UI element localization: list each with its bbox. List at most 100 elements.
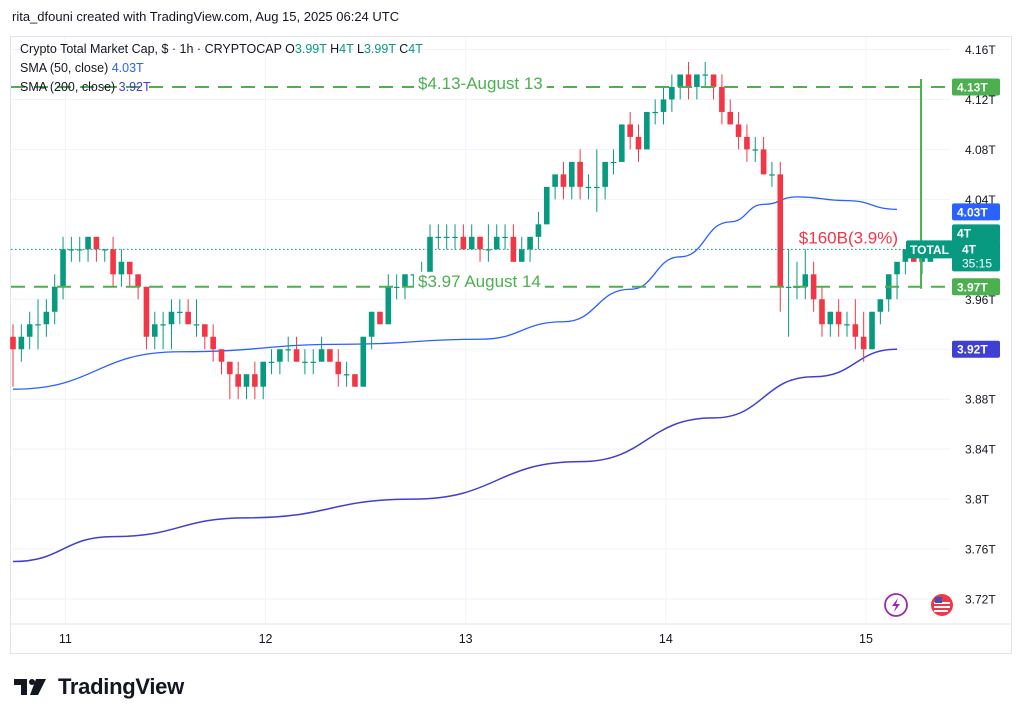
legend-sma50-row[interactable]: SMA (50, close) 4.03T (20, 59, 423, 78)
symbol-title: Crypto Total Market Cap, $ · 1h · CRYPTO… (20, 42, 282, 56)
candle-down (126, 261, 133, 275)
close-value: 4T (408, 42, 423, 56)
high-value: 4T (339, 42, 354, 56)
candle-up (35, 324, 41, 326)
lightning-icon[interactable] (884, 593, 908, 617)
candle-up (85, 236, 91, 250)
level-badge-high-bg (952, 78, 1000, 96)
candle-up (518, 249, 525, 262)
candle-up (493, 236, 500, 250)
sma200-badge-bg (952, 340, 1000, 358)
candle-up (410, 274, 417, 276)
candle-down (777, 174, 784, 287)
open-value: 3.99T (294, 42, 327, 56)
x-tick-label: 15 (859, 632, 873, 646)
measure-label: $160B(3.9%) (799, 228, 898, 247)
candle-up (552, 174, 558, 187)
y-tick-label: 3.96T (965, 293, 996, 307)
candle-down (185, 311, 191, 325)
sma50-value: 4.03T (111, 61, 144, 75)
y-tick-label: 4.08T (965, 143, 996, 157)
candle-up (76, 249, 83, 251)
axis-layer: 3.72T3.76T3.8T3.84T3.88T3.92T3.96T4T4.04… (11, 43, 1011, 646)
candle-down (685, 74, 692, 87)
candle-up (177, 311, 183, 313)
candle-down (143, 286, 150, 337)
candle-down (860, 336, 867, 350)
candle-down (135, 274, 141, 287)
candle-up (427, 236, 433, 275)
candle-up (243, 374, 250, 387)
candle-down (93, 236, 100, 250)
candle-down (510, 236, 517, 262)
legend-sma200-row[interactable]: SMA (200, close) 3.92T (20, 78, 423, 97)
candle-up (694, 74, 700, 87)
candle-down (110, 249, 116, 275)
level-badge-low: 3.97T (957, 280, 988, 294)
candle-up (869, 311, 875, 350)
candle-down (835, 311, 842, 325)
candle-down (852, 324, 859, 337)
candle-up (260, 361, 266, 387)
y-tick-label: 3.84T (965, 443, 996, 457)
tradingview-logo[interactable]: TradingView (14, 674, 184, 700)
sma50-line (12, 196, 898, 390)
candle-up (535, 224, 542, 237)
candle-up (68, 249, 75, 251)
candle-up (844, 324, 850, 326)
candle-up (827, 311, 834, 325)
flag-icon[interactable] (931, 594, 953, 616)
candle-down (218, 349, 225, 362)
candle-up (527, 236, 533, 250)
support-resistance-layer: $4.13-August 13 $3.97 August 14 $160B(3.9%… (11, 73, 952, 291)
candle-up (368, 311, 375, 337)
level-label-background (414, 73, 547, 93)
candle-up (585, 186, 592, 189)
candle-down (252, 374, 258, 387)
x-tick-label: 11 (59, 632, 72, 646)
candle-up (151, 324, 158, 337)
candle-up (802, 274, 809, 287)
candle-up (610, 161, 617, 164)
countdown-badge: 35:15 (962, 256, 992, 270)
candle-up (318, 349, 325, 362)
candle-up (118, 261, 125, 275)
candle-up (402, 274, 408, 287)
candle-up (644, 111, 650, 150)
candle-down (735, 124, 742, 137)
candle-down (819, 299, 825, 325)
candle-up (443, 236, 450, 239)
high-label: H (330, 42, 340, 56)
candle-up (660, 99, 667, 112)
candle-down (10, 336, 16, 350)
candle-up (360, 336, 367, 387)
candle-down (327, 349, 333, 362)
candle-up (193, 324, 200, 326)
low-value: 3.99T (363, 42, 396, 56)
candle-down (810, 274, 817, 300)
candle-down (477, 236, 483, 250)
candle-down (627, 124, 633, 137)
sma200-badge: 3.92T (957, 343, 988, 357)
candle-down (227, 361, 233, 375)
candle-down (202, 324, 208, 337)
candle-down (760, 149, 767, 175)
candle-down (719, 86, 725, 112)
candle-up (310, 361, 317, 363)
open-label: O (285, 42, 295, 56)
candle-down (293, 349, 300, 362)
candle-up (894, 261, 900, 275)
candle-up (594, 186, 600, 189)
current-price-badge: 4T (962, 242, 977, 256)
candle-down (744, 136, 750, 150)
candle-up (385, 286, 392, 325)
candle-up (468, 236, 475, 250)
chart-icon-layer (884, 593, 953, 617)
candle-up (543, 186, 550, 225)
level-label: $4.13-August 13 (418, 74, 543, 93)
candle-down (710, 74, 717, 87)
candle-up (60, 249, 66, 287)
y-tick-label: 3.72T (965, 593, 996, 607)
